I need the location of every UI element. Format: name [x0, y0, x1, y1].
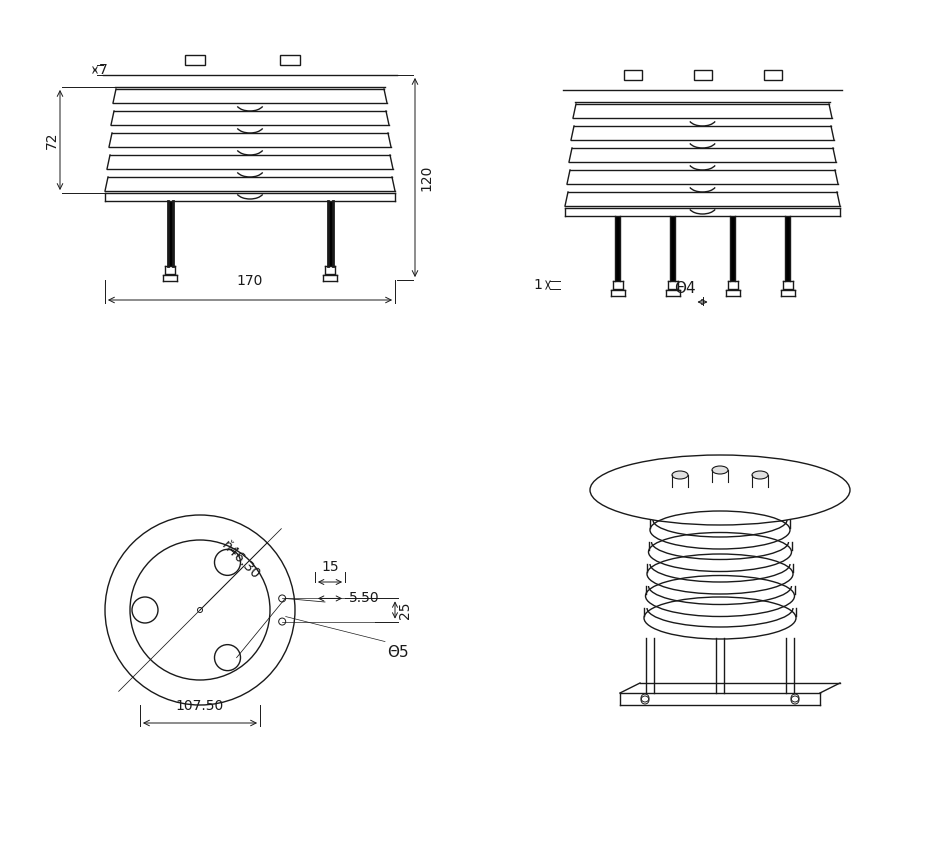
Ellipse shape: [752, 471, 768, 479]
Bar: [730, 216, 735, 281]
Ellipse shape: [712, 466, 728, 474]
Bar: [328, 201, 332, 266]
Text: 1: 1: [533, 278, 542, 292]
Text: Θ5: Θ5: [387, 645, 408, 659]
Text: 25: 25: [398, 601, 412, 619]
Ellipse shape: [672, 471, 688, 479]
Bar: [615, 216, 620, 281]
Text: 120: 120: [419, 164, 433, 191]
Text: 170: 170: [237, 274, 263, 288]
Text: 5.50: 5.50: [349, 592, 380, 606]
Text: 7: 7: [99, 63, 107, 77]
Bar: [764, 70, 782, 80]
Bar: [670, 216, 675, 281]
Bar: [185, 55, 205, 65]
Bar: [623, 70, 641, 80]
Text: 72: 72: [45, 131, 59, 149]
Bar: [785, 216, 790, 281]
Text: 107.50: 107.50: [176, 699, 224, 713]
Bar: [280, 55, 300, 65]
Bar: [694, 70, 712, 80]
Text: Θ4: Θ4: [674, 281, 696, 296]
Text: 15: 15: [321, 560, 339, 574]
Text: ň46.30: ň46.30: [218, 537, 262, 581]
Bar: [167, 201, 173, 266]
